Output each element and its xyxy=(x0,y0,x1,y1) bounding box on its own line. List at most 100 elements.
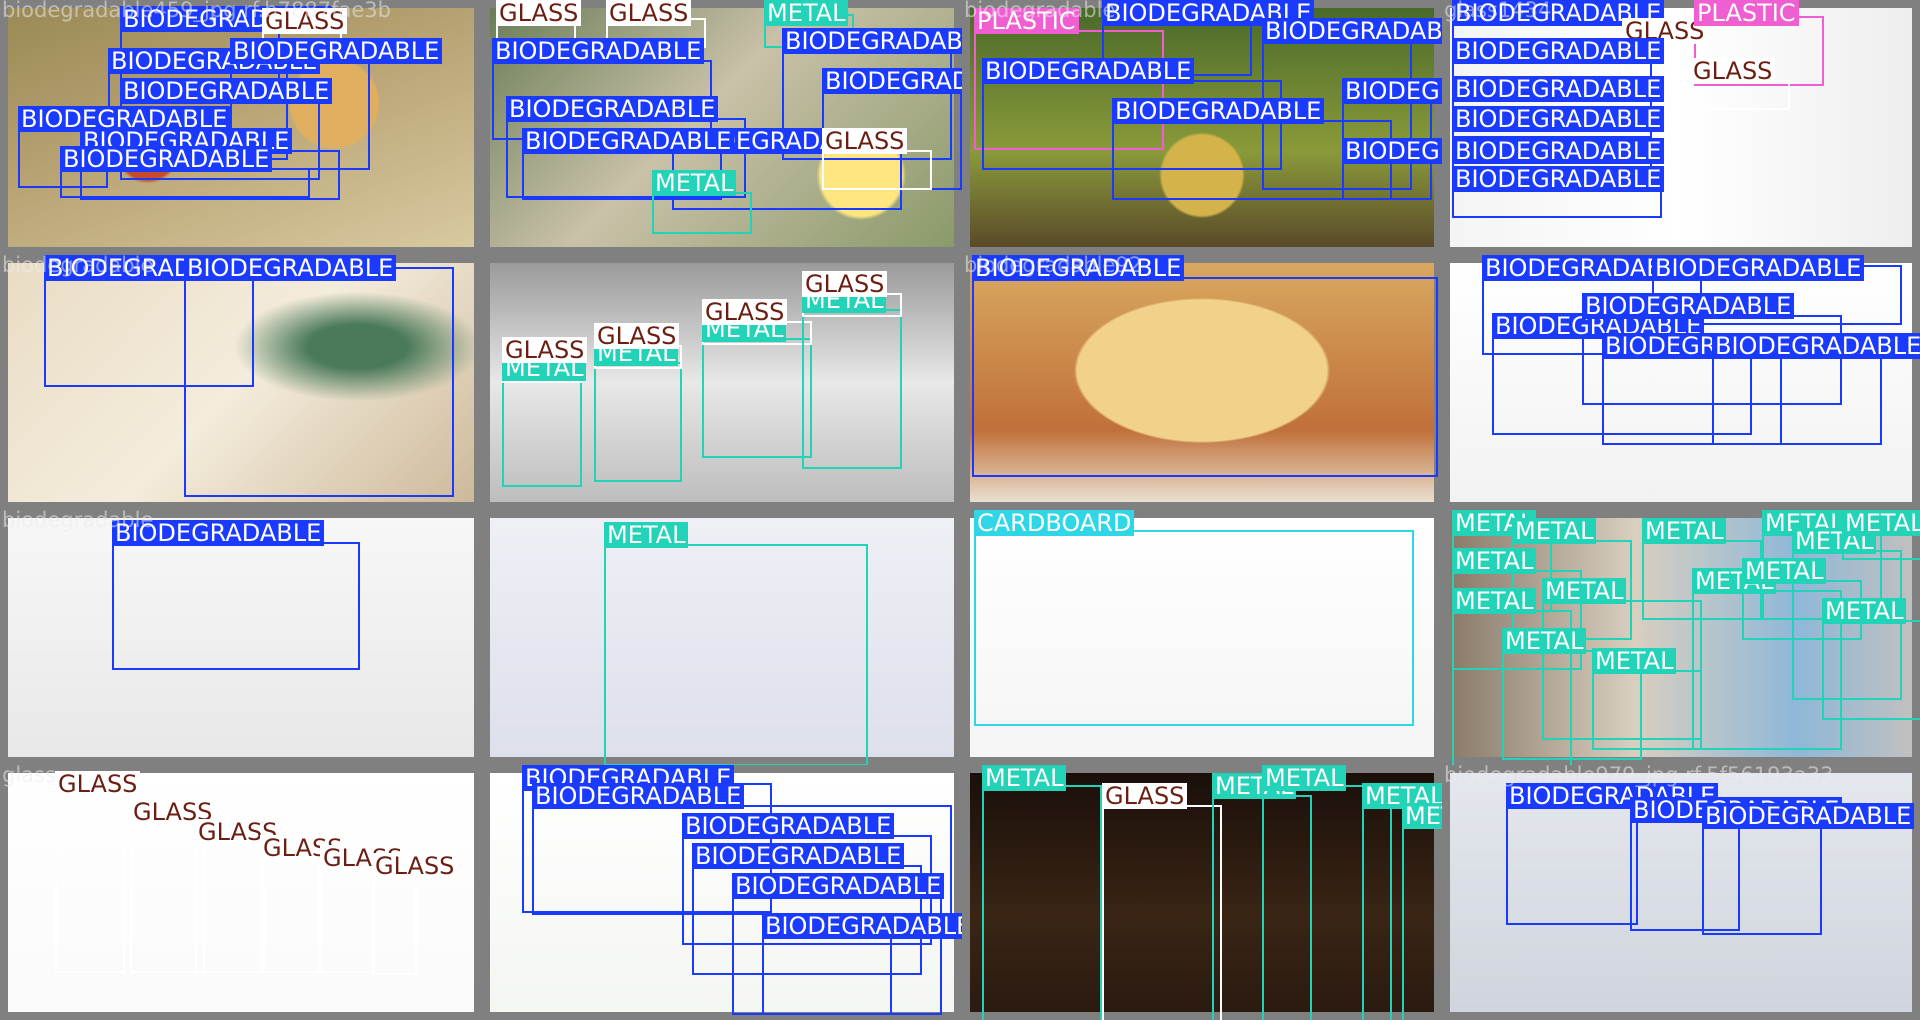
detection-box xyxy=(1102,805,1222,1020)
detection-label: BIODEGRADABLE xyxy=(1342,138,1442,164)
detection-label: BIODEGRADABLE xyxy=(1702,803,1915,829)
tile-6: METAL GLASS METAL GLASS METAL GLASS METAL GLASS xyxy=(482,255,962,510)
tile-photo xyxy=(970,773,1434,1012)
tile-photo xyxy=(970,8,1434,247)
detection-label: BIODEGRADABLE xyxy=(732,873,945,899)
detection-label: BIODEGRADABLE xyxy=(1652,255,1865,281)
detection-label: BIODEGRADABLE xyxy=(506,96,719,122)
detection-box xyxy=(702,338,812,458)
tile-photo xyxy=(970,263,1434,502)
detection-label: METAL xyxy=(1742,558,1827,584)
tile-12: METAL METAL METAL METAL METAL METAL METAL METAL… xyxy=(1442,510,1920,765)
detection-label: GLASS xyxy=(1102,783,1188,809)
detection-box xyxy=(972,277,1438,477)
detection-box xyxy=(55,793,125,973)
detection-box xyxy=(184,267,454,497)
detection-box xyxy=(982,785,1102,1020)
detection-box xyxy=(652,192,752,234)
detection-label: BIODEGRADABLE xyxy=(682,813,895,839)
detection-label: BIODEGRADABLE xyxy=(112,520,325,546)
detection-label: BIODEGRADABLE xyxy=(982,58,1195,84)
detection-label: BIODEGRADABLE xyxy=(1262,18,1442,44)
detection-label: METAL xyxy=(982,765,1067,791)
detection-label: BIODEGRADABLE xyxy=(120,78,333,104)
detection-label: METAL xyxy=(1452,588,1537,614)
detection-label: GLASS xyxy=(262,8,348,34)
detection-label: BIODEGRADABLE xyxy=(1452,106,1665,132)
detection-label: GLASS xyxy=(606,0,692,26)
detection-box xyxy=(1822,620,1920,720)
detection-label: METAL xyxy=(1822,598,1907,624)
detection-label: BIODEGRADABLE xyxy=(60,146,273,172)
tile-5: biodegradable BIODEGRADABLE BIODEGRADABLE xyxy=(0,255,482,510)
tile-15: METALGLASSMETALMETALMETALMETAL xyxy=(962,765,1442,1020)
tile-photo xyxy=(490,518,954,757)
detection-box xyxy=(974,530,1414,726)
detection-box xyxy=(1712,355,1882,445)
detection-label: BIODEGRADABLE xyxy=(184,255,397,281)
detection-box xyxy=(1592,670,1702,750)
detection-label: BIODEGRADABLE xyxy=(532,783,745,809)
detection-label: GLASS xyxy=(1690,58,1776,84)
detection-label: BIODEGRADABLE xyxy=(1452,166,1665,192)
detection-label: BIODEGRADABLE xyxy=(492,38,705,64)
tile-4: glass1434 BIODEGRADABLE GLASS PLASTIC GLASS B… xyxy=(1442,0,1920,255)
detection-label: BIODEGRADABLE xyxy=(1712,333,1920,359)
tile-11: CARDBOARD xyxy=(962,510,1442,765)
tile-3: biodegradable PLASTIC BIODEGRADABLE BIODEGR… xyxy=(962,0,1442,255)
detection-box xyxy=(762,935,892,1015)
detection-box xyxy=(604,544,868,765)
detection-box xyxy=(372,875,417,975)
tile-photo xyxy=(970,518,1434,757)
detection-label: BIODEGRADABLE xyxy=(1342,78,1442,104)
detection-label: GLASS xyxy=(55,771,141,797)
detection-label: METAL xyxy=(1512,518,1597,544)
detection-box xyxy=(1506,805,1638,925)
tile-9: biodegradable BIODEGRADABLE xyxy=(0,510,482,765)
detection-label: BIODEGRADABLE xyxy=(1102,0,1315,26)
detection-label: METAL xyxy=(1792,528,1877,554)
tile-7: biodegradable92 BIODEGRADABLE xyxy=(962,255,1442,510)
detection-label: BIODEGRADABLE xyxy=(1452,138,1665,164)
tile-2: GLASSGLASSMETALBIODEGRADABLEBIODEGRADABL… xyxy=(482,0,962,255)
detection-label: CARDBOARD xyxy=(974,510,1135,536)
detection-label: METAL xyxy=(1592,648,1677,674)
detection-label: GLASS xyxy=(496,0,582,26)
detection-box xyxy=(260,857,320,973)
detection-label: METAL xyxy=(764,0,849,26)
detection-box xyxy=(195,841,265,973)
detection-box xyxy=(320,867,375,973)
tile-8: BIODEGRADABLE BIODEGRADABLE BIODEGRADABLE B… xyxy=(1442,255,1920,510)
tile-13: glass GLASS GLASS GLASS GLASS GLASS GLASS xyxy=(0,765,482,1020)
detection-label: METAL xyxy=(652,170,737,196)
detection-label: BIODEGRADABLE xyxy=(230,38,443,64)
detection-label: BIODEGRADABLE xyxy=(1452,76,1665,102)
detection-box xyxy=(502,377,582,487)
detection-label: GLASS xyxy=(802,271,888,297)
tile-1: biodegradable459_jpg.rf.b7887fae3b BIODEG… xyxy=(0,0,482,255)
detection-box xyxy=(112,542,360,670)
detection-box xyxy=(1342,160,1432,200)
detection-box xyxy=(822,150,932,190)
detection-label: BIODEGRADABLE xyxy=(692,843,905,869)
detection-label: METAL xyxy=(604,522,689,548)
detection-label: BIODEGRADABLE xyxy=(782,28,962,54)
tile-16: biodegradable979_jpg.rf.5f56193a33 BIODEG… xyxy=(1442,765,1920,1020)
detection-label: PLASTIC xyxy=(1694,0,1799,26)
detection-label: METAL xyxy=(1642,518,1727,544)
detection-label: GLASS xyxy=(594,323,680,349)
detection-label: METAL xyxy=(1842,510,1920,536)
detection-label: BIODEGRADABLE xyxy=(522,128,735,154)
detection-label: BIODEGRADABLE xyxy=(1582,293,1795,319)
detection-label: METAL xyxy=(1502,628,1587,654)
detection-box xyxy=(1702,825,1822,935)
detection-label: METAL xyxy=(1402,803,1442,829)
detection-label: BIODEGRADABLE xyxy=(972,255,1185,281)
tile-14: BIODEGRADABLE BIODEGRADABLE BIODEGRADABLE B… xyxy=(482,765,962,1020)
detection-box xyxy=(802,309,902,469)
detection-label: BIODEGRADABLE xyxy=(1112,98,1325,124)
tile-photo xyxy=(8,518,474,757)
detection-label: METAL xyxy=(1542,578,1627,604)
tile-photo xyxy=(8,263,474,502)
